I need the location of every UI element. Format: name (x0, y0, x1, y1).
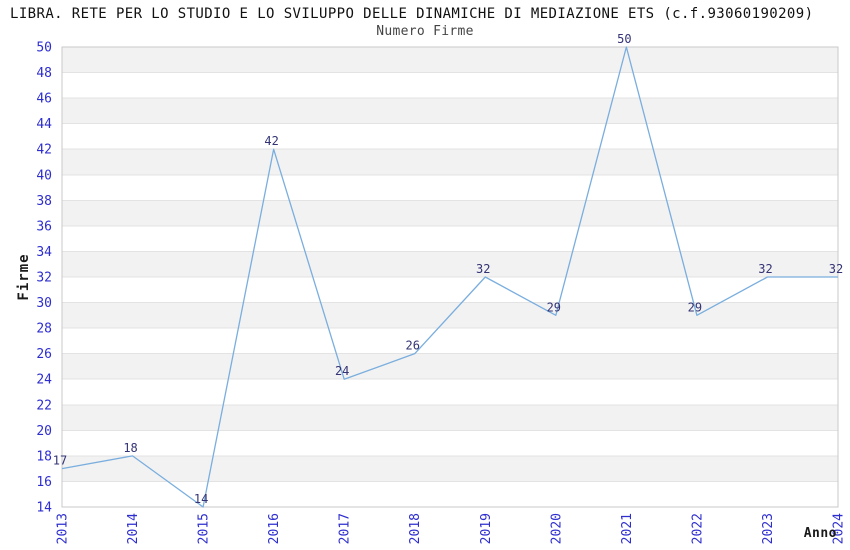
y-tick-label: 14 (36, 501, 52, 516)
y-tick-label: 18 (36, 449, 52, 464)
x-tick-label: 2017 (338, 513, 353, 544)
data-point-label: 18 (123, 441, 137, 455)
y-tick-label: 32 (36, 271, 52, 286)
data-point-label: 50 (617, 32, 631, 46)
y-tick-label: 16 (36, 475, 52, 490)
y-axis-label: Firme (16, 253, 32, 301)
x-tick-label: 2018 (408, 513, 423, 544)
x-tick-label: 2023 (761, 513, 776, 544)
y-tick-label: 46 (36, 92, 52, 107)
x-tick-label: 2024 (832, 513, 847, 544)
y-tick-label: 38 (36, 194, 52, 209)
data-point-label: 29 (688, 300, 702, 314)
x-tick-label: 2021 (620, 513, 635, 544)
grid-band (62, 404, 838, 431)
y-tick-label: 50 (36, 41, 52, 56)
data-point-label: 32 (758, 262, 772, 276)
x-tick-label: 2020 (549, 513, 564, 544)
grid-band (62, 455, 838, 482)
data-point-label: 26 (406, 339, 420, 353)
grid-band (62, 98, 838, 124)
data-point-label: 24 (335, 364, 349, 378)
y-tick-label: 44 (36, 117, 52, 132)
y-tick-label: 48 (36, 66, 52, 81)
y-tick-label: 34 (36, 245, 52, 260)
x-tick-label: 2016 (267, 513, 282, 544)
data-point-label: 42 (264, 134, 278, 148)
y-tick-label: 20 (36, 424, 52, 439)
data-point-label: 29 (547, 300, 561, 314)
grid-band (62, 251, 838, 277)
chart-title: LIBRA. RETE PER LO STUDIO E LO SVILUPPO … (10, 6, 814, 22)
x-tick-label: 2014 (126, 513, 141, 544)
y-tick-label: 22 (36, 398, 52, 413)
y-tick-label: 30 (36, 296, 52, 311)
data-point-label: 32 (829, 262, 843, 276)
y-tick-label: 36 (36, 219, 52, 234)
grid-band (62, 149, 838, 175)
x-tick-label: 2019 (479, 513, 494, 544)
y-tick-label: 28 (36, 322, 52, 337)
data-point-label: 32 (476, 262, 490, 276)
x-tick-label: 2013 (56, 513, 71, 544)
y-tick-label: 24 (36, 373, 52, 388)
grid-band (62, 353, 838, 380)
x-axis-label: Anno (803, 526, 837, 541)
chart-subtitle: Numero Firme (376, 24, 474, 39)
series-line (61, 46, 838, 508)
grid-band (62, 200, 838, 226)
y-tick-label: 40 (36, 168, 52, 183)
y-tick-label: 26 (36, 347, 52, 362)
data-point-label: 14 (194, 492, 208, 506)
data-point-label: 17 (53, 454, 67, 468)
x-tick-label: 2015 (197, 513, 212, 544)
grid-band (62, 47, 838, 73)
x-tick-label: 2022 (690, 513, 705, 544)
y-tick-label: 42 (36, 143, 52, 158)
